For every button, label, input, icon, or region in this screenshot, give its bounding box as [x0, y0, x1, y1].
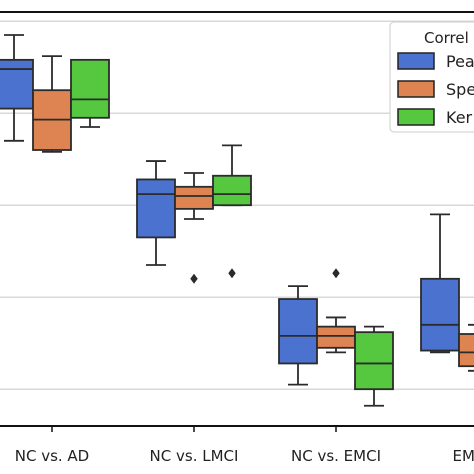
box-body [212, 174, 252, 207]
x-tick-label-0: NC vs. AD [15, 447, 90, 465]
box-body [420, 277, 460, 352]
box-kendall-1 [212, 144, 252, 279]
legend-swatch-spearman [397, 80, 435, 98]
box-pearson-2 [278, 285, 318, 386]
box-pearson-3 [420, 213, 460, 354]
box-body [458, 333, 474, 368]
legend: Correl Pea Spe Ker [389, 21, 474, 133]
legend-swatch-kendall [397, 108, 435, 126]
box-body [174, 185, 214, 210]
x-tick-label-3: EMCI v [453, 447, 474, 465]
box-kendall-2 [354, 325, 394, 407]
box-body [354, 331, 394, 391]
legend-title: Correl [424, 29, 469, 47]
outlier-point [332, 268, 340, 279]
legend-label-pearson: Pea [446, 52, 474, 71]
box-body [0, 58, 34, 110]
box-kendall-0 [70, 58, 110, 128]
x-tick-label-1: NC vs. LMCI [150, 447, 239, 465]
box-spearman-0 [32, 55, 72, 153]
box-body [136, 178, 176, 239]
box-spearman-3 [458, 323, 474, 372]
legend-swatch-pearson [397, 52, 435, 70]
box-body [316, 325, 356, 349]
outlier-point [228, 268, 236, 279]
boxes [0, 34, 474, 407]
outlier-point [190, 273, 198, 284]
legend-frame [389, 21, 474, 133]
box-pearson-0 [0, 34, 34, 142]
plot-frame [0, 11, 474, 427]
box-body [70, 58, 110, 119]
legend-label-kendall: Ker [446, 108, 473, 127]
x-tick-labels: NC vs. AD NC vs. LMCI NC vs. EMCI EMCI v [15, 426, 474, 465]
x-tick-label-2: NC vs. EMCI [291, 447, 381, 465]
box-body [278, 298, 318, 365]
legend-label-spearman: Spe [446, 80, 474, 99]
